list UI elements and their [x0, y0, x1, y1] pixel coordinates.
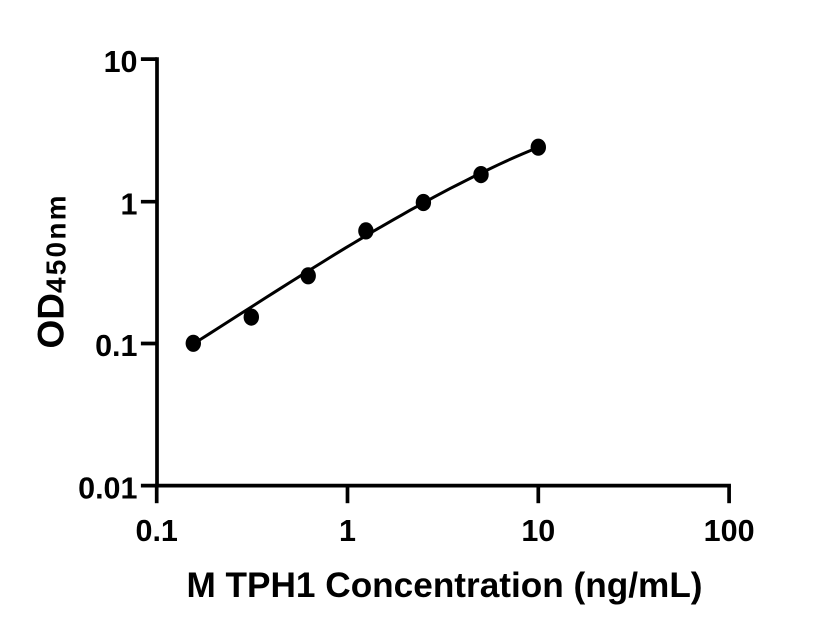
svg-text:1: 1: [121, 187, 138, 221]
svg-text:M TPH1 Concentration (ng/mL): M TPH1 Concentration (ng/mL): [186, 566, 702, 605]
svg-text:0.01: 0.01: [78, 471, 137, 505]
svg-text:1: 1: [339, 514, 356, 548]
svg-text:10: 10: [521, 514, 555, 548]
svg-text:0.1: 0.1: [95, 329, 137, 363]
svg-text:10: 10: [104, 45, 138, 79]
svg-text:0.1: 0.1: [135, 514, 177, 548]
svg-text:100: 100: [704, 514, 755, 548]
